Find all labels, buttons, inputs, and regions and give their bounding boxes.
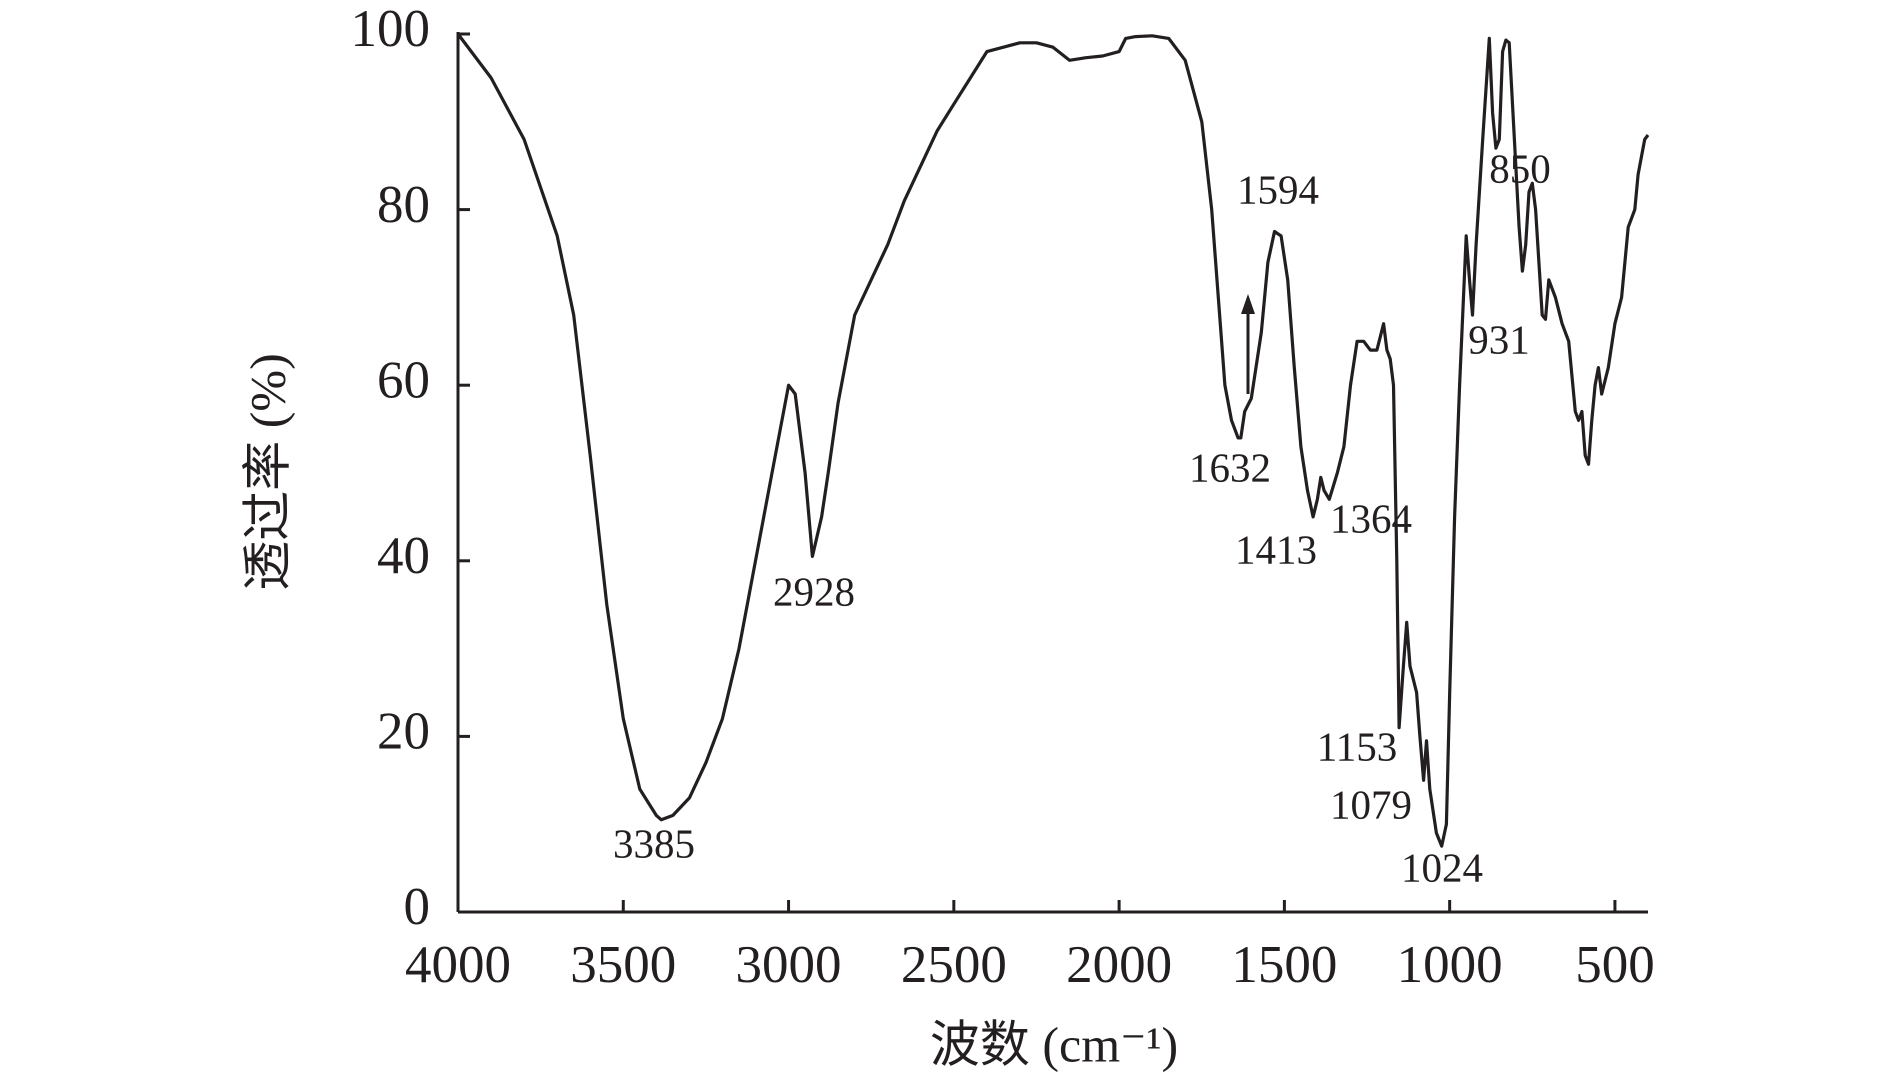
y-tick-label: 80 bbox=[377, 176, 430, 234]
peak-label: 1079 bbox=[1330, 781, 1412, 827]
y-tick-label: 0 bbox=[404, 878, 431, 936]
peak-label: 850 bbox=[1489, 145, 1551, 191]
x-axis-title: 波数 (cm⁻¹) bbox=[930, 1016, 1178, 1072]
peak-label: 3385 bbox=[613, 820, 695, 866]
x-tick-label: 4000 bbox=[405, 936, 511, 994]
x-tick-label: 500 bbox=[1575, 936, 1655, 994]
x-tick-label: 1000 bbox=[1397, 936, 1503, 994]
peak-label: 931 bbox=[1468, 316, 1530, 362]
peak-label: 1364 bbox=[1330, 495, 1412, 541]
arrow-head bbox=[1241, 294, 1255, 314]
x-tick-label: 2500 bbox=[901, 936, 1007, 994]
peak-label: 1024 bbox=[1401, 844, 1483, 890]
x-tick-label: 2000 bbox=[1066, 936, 1172, 994]
peak-label: 1632 bbox=[1189, 444, 1271, 490]
y-tick-label: 20 bbox=[377, 703, 430, 761]
y-axis-title: 透过率 (%) bbox=[239, 353, 295, 590]
y-tick-label: 40 bbox=[377, 527, 430, 585]
y-tick-label: 100 bbox=[351, 0, 431, 58]
y-tick-label: 60 bbox=[377, 351, 430, 409]
x-tick-label: 3500 bbox=[570, 936, 676, 994]
spectrum-line bbox=[456, 33, 1650, 848]
peak-label: 2928 bbox=[773, 568, 855, 614]
peak-label: 1594 bbox=[1237, 166, 1319, 212]
x-tick-label: 3000 bbox=[736, 936, 842, 994]
x-tick-label: 1500 bbox=[1231, 936, 1337, 994]
peak-label: 1153 bbox=[1317, 723, 1397, 769]
peak-label: 1413 bbox=[1235, 526, 1317, 572]
